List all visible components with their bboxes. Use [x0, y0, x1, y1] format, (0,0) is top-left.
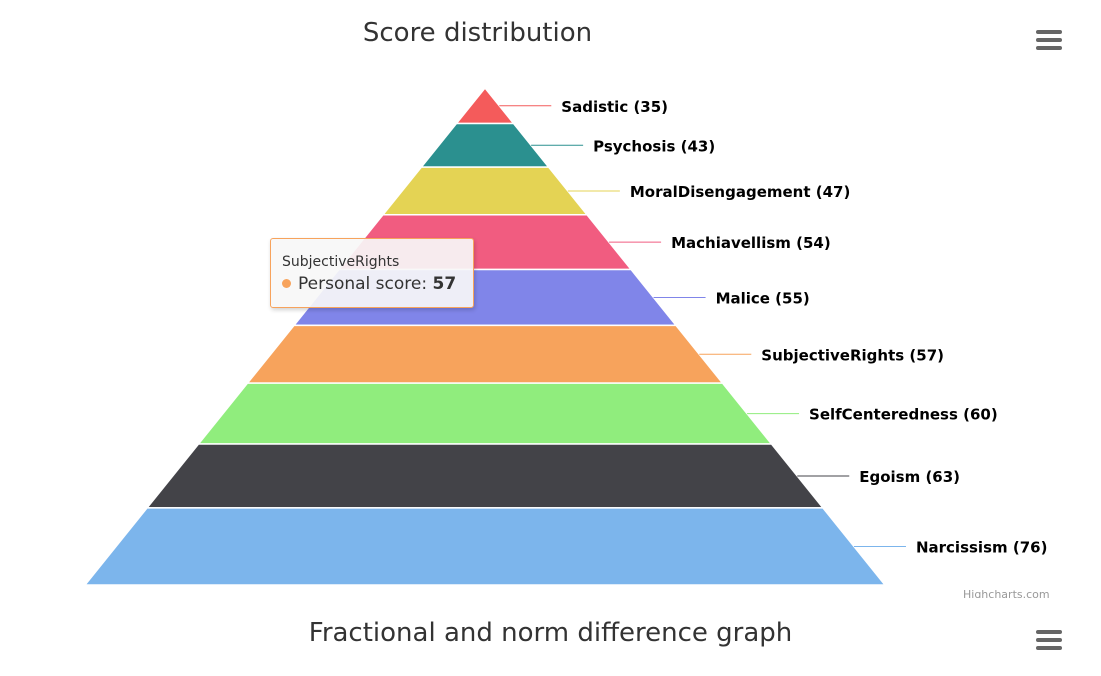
- hamburger-menu-icon[interactable]: [1036, 30, 1062, 52]
- tooltip-category: SubjectiveRights: [282, 254, 400, 270]
- data-label: Egoism (63): [859, 468, 960, 486]
- pyramid-slice-egoism[interactable]: [145, 443, 825, 509]
- data-label: Machiavellism (54): [671, 234, 831, 252]
- pyramid-slice-narcissism[interactable]: [83, 507, 887, 586]
- pyramid-slice-selfcenteredness[interactable]: [196, 382, 774, 445]
- hamburger-menu-icon[interactable]: [1036, 630, 1062, 652]
- pyramid-slice-moraldisengagement[interactable]: [381, 166, 589, 216]
- tooltip-series-name: Personal score: [298, 274, 422, 294]
- data-label: Malice (55): [716, 289, 810, 307]
- tooltip-row: Personal score: 57: [282, 274, 462, 294]
- data-label: MoralDisengagement (47): [630, 183, 851, 201]
- tooltip-value: 57: [432, 274, 457, 294]
- data-label: SelfCenteredness (60): [809, 406, 998, 424]
- tooltip-separator: :: [421, 274, 428, 294]
- tooltip-series-dot: [282, 279, 291, 288]
- data-label: Sadistic (35): [561, 98, 668, 116]
- pyramid-chart: Sadistic (35) Psychosis (43) MoralDisengag…: [83, 86, 1049, 586]
- data-label: Psychosis (43): [593, 137, 715, 155]
- chart-tooltip: SubjectiveRights Personal score: 57: [270, 238, 474, 308]
- pyramid-slice-psychosis[interactable]: [419, 122, 551, 168]
- fractional-difference-title: Fractional and norm difference graph: [308, 618, 793, 648]
- data-label: SubjectiveRights (57): [761, 346, 944, 364]
- data-label: Narcissism (76): [916, 538, 1047, 556]
- highcharts-credits[interactable]: Highcharts.com: [963, 588, 1050, 598]
- pyramid-slice-subjectiverights[interactable]: [245, 324, 725, 384]
- score-distribution-title: Score distribution: [362, 18, 593, 48]
